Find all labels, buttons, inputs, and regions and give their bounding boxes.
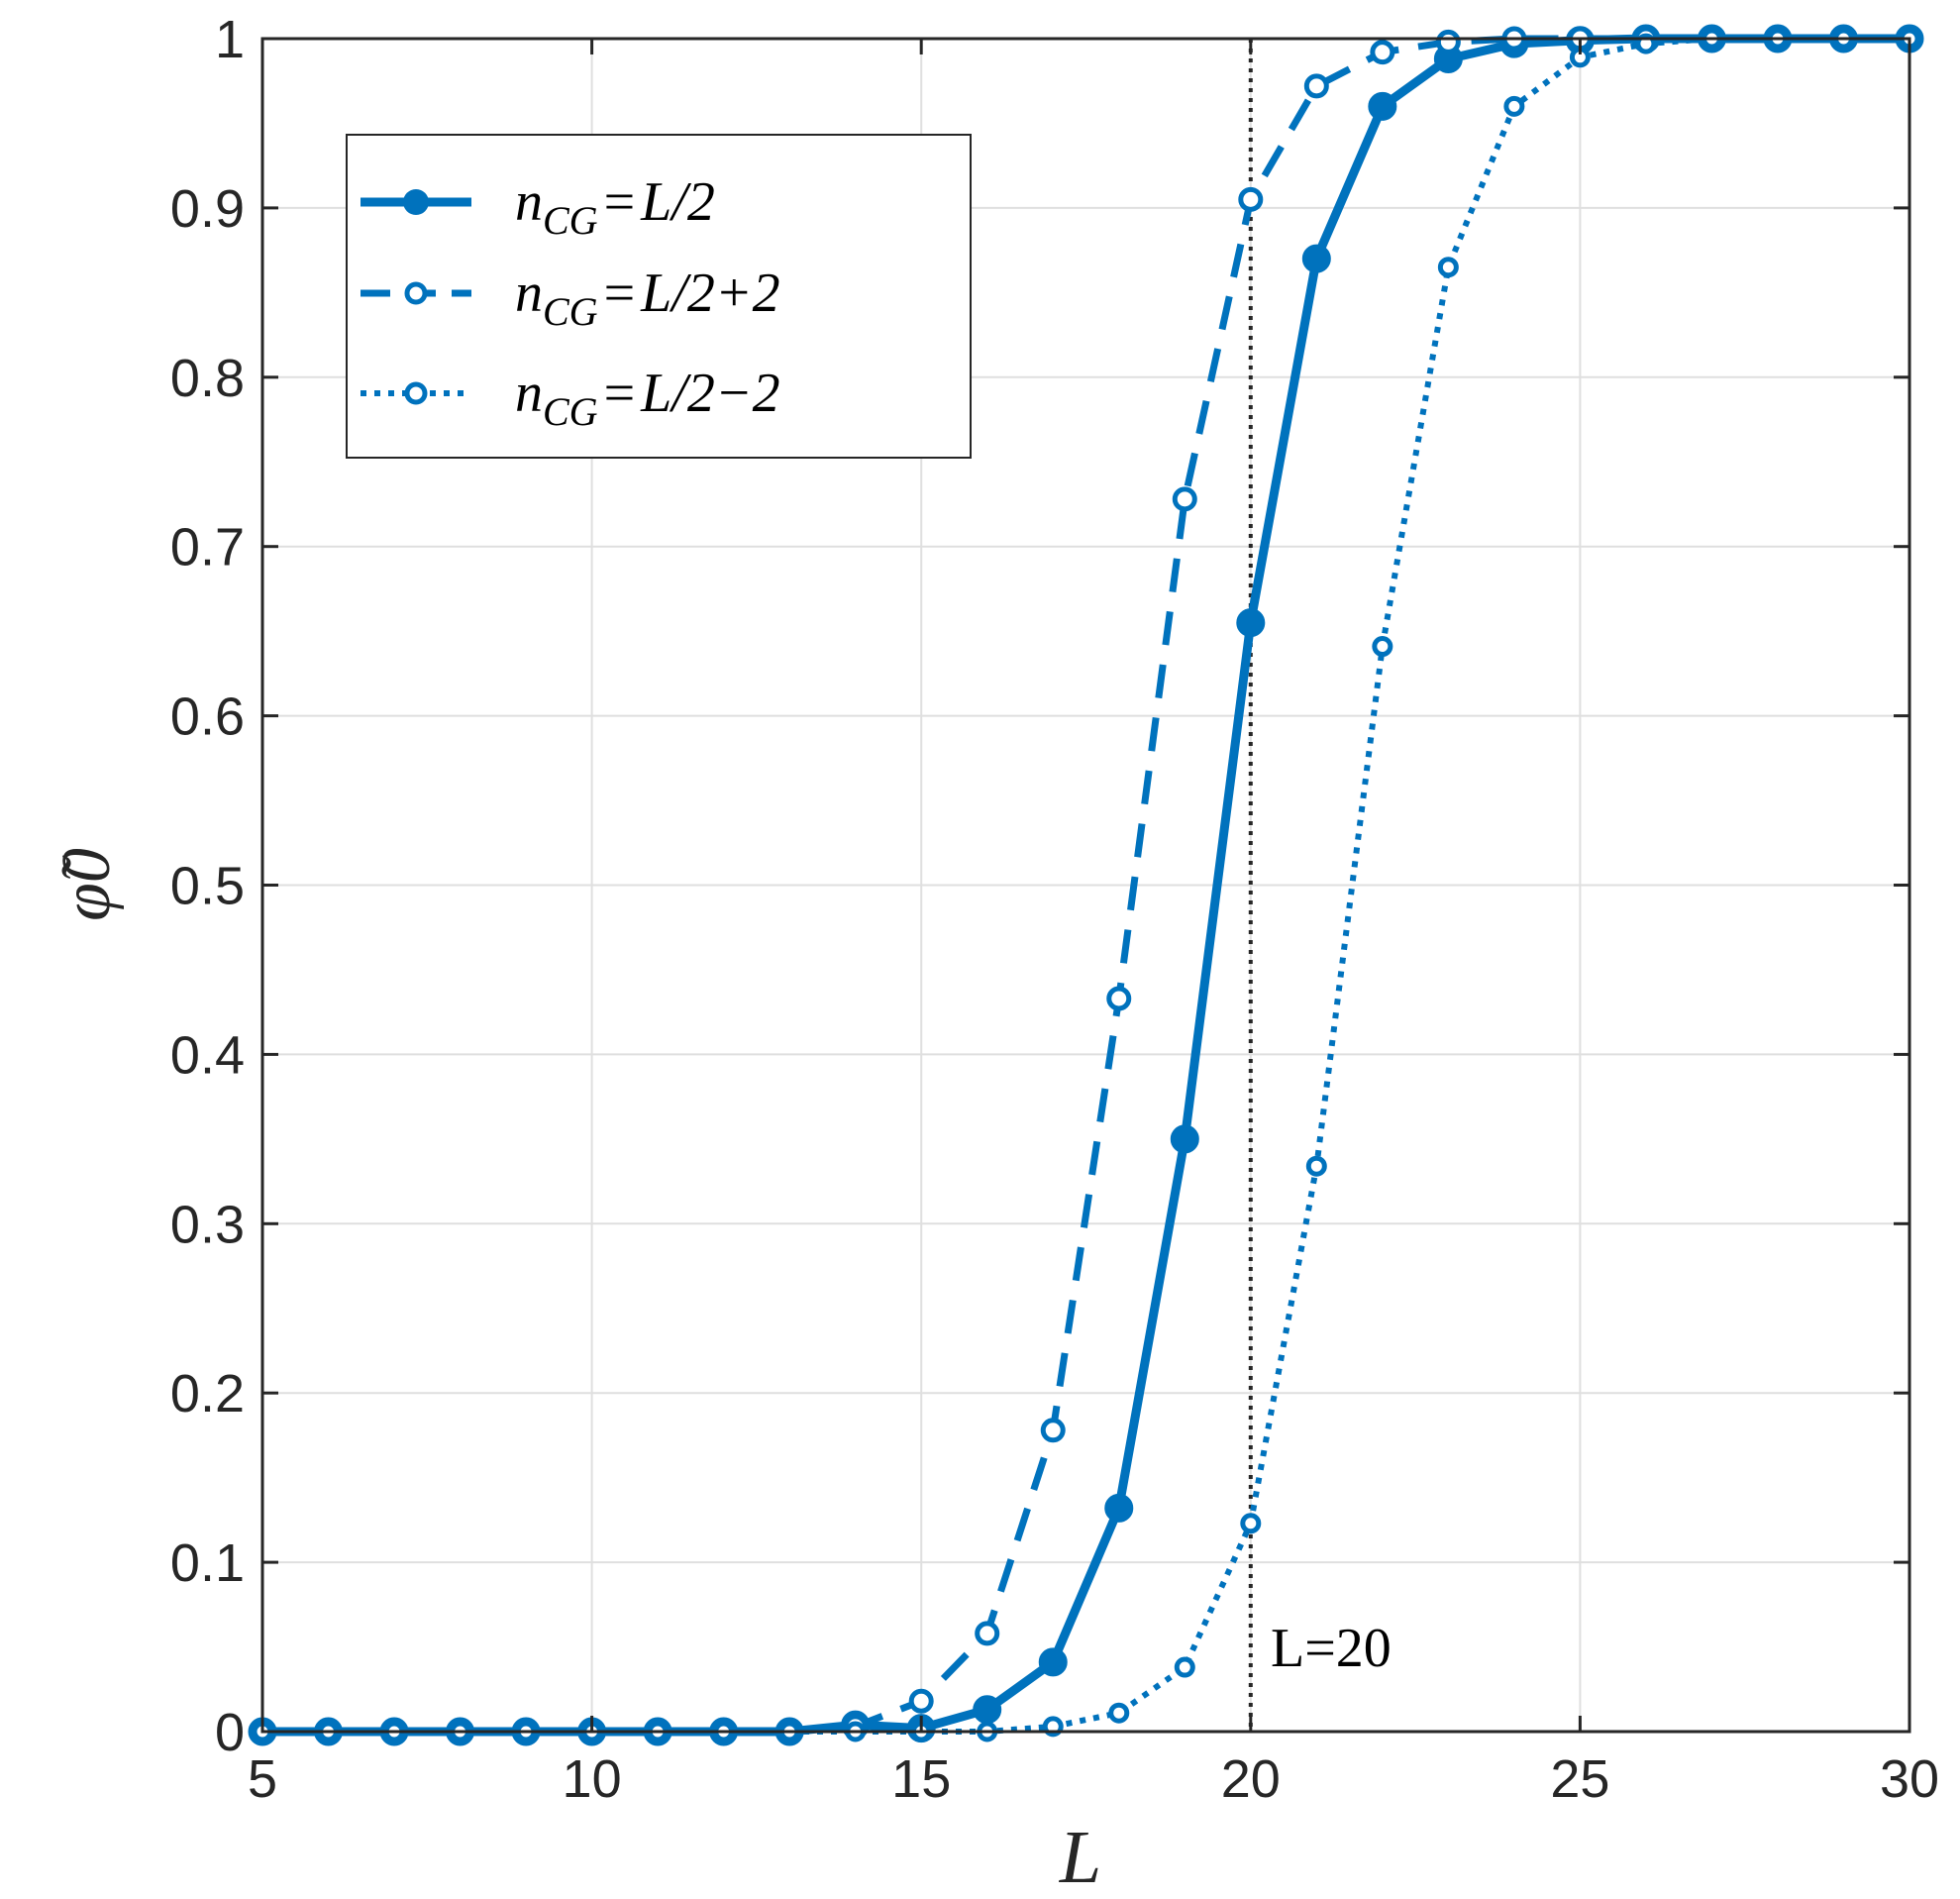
series-2-point xyxy=(1303,73,1329,99)
reference-line-label: L=20 xyxy=(1271,1618,1392,1679)
y-tick-label: 0.1 xyxy=(170,1533,245,1593)
legend-label: nCG = L/2−2 xyxy=(515,363,780,434)
legend-item: nCG = L/2+2 xyxy=(361,263,780,334)
series-3-point xyxy=(1108,1702,1130,1724)
series-2-point xyxy=(1040,1418,1066,1443)
series-2-point xyxy=(1238,186,1264,212)
legend-item: nCG = L/2 xyxy=(361,171,715,243)
x-tick-label: 15 xyxy=(891,1749,951,1809)
x-tick-label: 5 xyxy=(248,1749,277,1809)
series-3-line xyxy=(262,36,1909,1735)
legend-marker-sample xyxy=(403,189,429,215)
series-1-point xyxy=(1301,244,1331,273)
legend-marker-sample xyxy=(404,281,428,305)
series-3-point xyxy=(1305,1155,1327,1177)
y-axis-label-group: φ̃0 xyxy=(49,848,125,921)
series-2-point xyxy=(975,1621,1000,1646)
series-1-point xyxy=(973,1695,1002,1725)
series-3-point xyxy=(1372,636,1393,658)
x-tick-label: 30 xyxy=(1880,1749,1939,1809)
y-tick-label: 0.7 xyxy=(170,518,245,578)
y-tick-label: 0.6 xyxy=(170,687,245,747)
y-tick-label: 0 xyxy=(215,1703,245,1762)
legend-marker-sample xyxy=(404,381,428,405)
y-tick-label: 0.4 xyxy=(170,1025,245,1085)
y-tick-label: 1 xyxy=(215,10,245,69)
series-3-point xyxy=(1174,1656,1195,1678)
series-2-point xyxy=(1106,986,1132,1011)
series-3-point xyxy=(1503,95,1525,117)
series-1-point xyxy=(1104,1493,1134,1523)
x-tick-labels: 5 10 15 20 25 30 xyxy=(248,1749,1939,1809)
series-1-point xyxy=(1170,1124,1199,1154)
y-tick-label: 0.2 xyxy=(170,1364,245,1424)
legend: nCG = L/2 nCG = L/2+2 nCG = L/2−2 xyxy=(346,134,972,459)
y-axis-label: φ̃0 xyxy=(49,848,125,921)
series-2-point xyxy=(1435,29,1461,54)
legend-box xyxy=(346,134,972,459)
x-axis-label: L xyxy=(1059,1816,1101,1899)
series-1-point xyxy=(1038,1647,1068,1677)
legend-label: nCG = L/2+2 xyxy=(515,263,780,334)
series-2-point xyxy=(908,1688,934,1714)
axes-frame xyxy=(260,37,1911,1734)
x-tick-label: 25 xyxy=(1550,1749,1609,1809)
legend-item: nCG = L/2−2 xyxy=(361,363,780,434)
series-3-point xyxy=(1437,257,1459,278)
series-1-point xyxy=(1236,608,1266,638)
y-tick-label: 0.8 xyxy=(170,349,245,408)
y-tick-label: 0.3 xyxy=(170,1195,245,1254)
series-2-point xyxy=(1172,486,1197,512)
series-1-point xyxy=(1368,91,1397,121)
series-2-point xyxy=(1370,40,1395,65)
series-3-point xyxy=(1240,1513,1262,1534)
x-tick-label: 10 xyxy=(563,1749,622,1809)
y-tick-labels: 0 0.1 0.2 0.3 0.4 0.5 0.6 0.7 0.8 0.9 1 xyxy=(170,10,245,1762)
y-tick-label: 0.9 xyxy=(170,179,245,239)
y-tick-label: 0.5 xyxy=(170,857,245,916)
legend-label: nCG = L/2 xyxy=(515,171,715,243)
x-tick-label: 20 xyxy=(1221,1749,1281,1809)
